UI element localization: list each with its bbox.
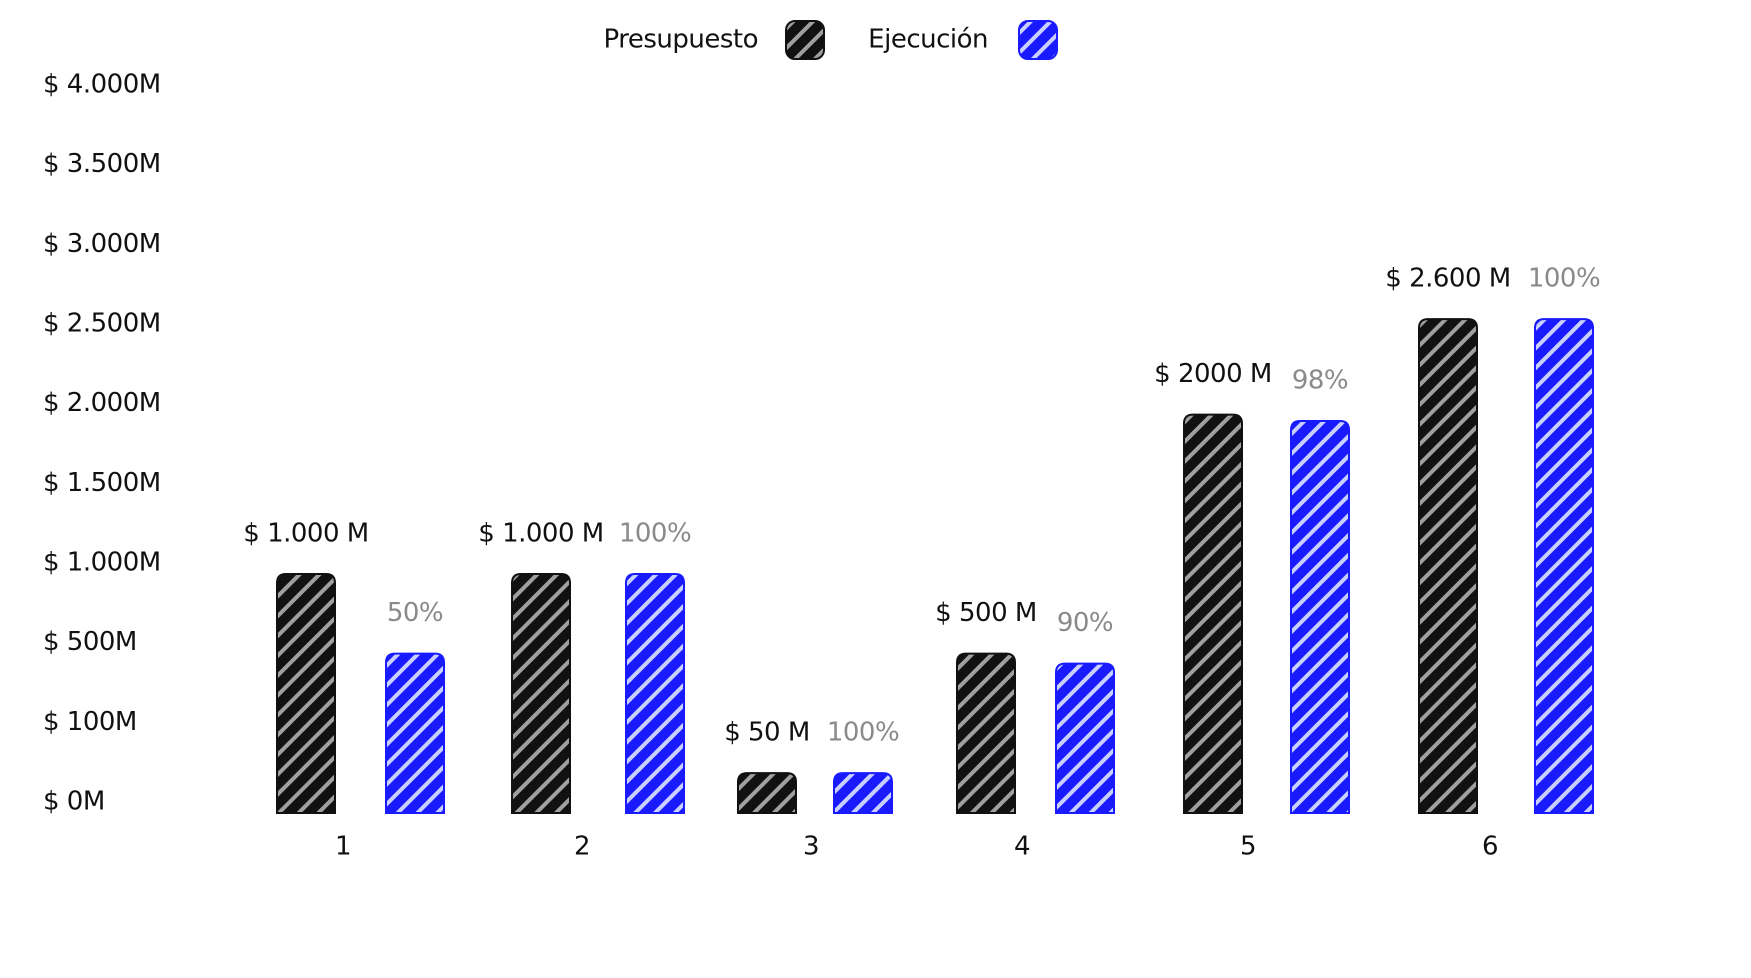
bar <box>737 772 797 814</box>
x-tick-label: 6 <box>1482 832 1498 862</box>
percent-label: 100% <box>619 519 691 549</box>
bar <box>833 772 893 814</box>
bar <box>1290 420 1350 814</box>
legend-swatch <box>1018 20 1058 60</box>
bar <box>625 573 685 814</box>
percent-label: 90% <box>1057 608 1113 638</box>
x-tick-label: 3 <box>803 832 819 862</box>
y-tick-label: $ 4.000M <box>43 70 161 100</box>
percent-label: 98% <box>1292 366 1348 396</box>
x-tick-label: 1 <box>335 832 351 862</box>
y-tick-label: $ 100M <box>43 707 137 737</box>
bar <box>276 573 336 814</box>
y-tick-label: $ 2.000M <box>43 388 161 418</box>
value-label: $ 1.000 M <box>243 519 368 549</box>
percent-label: 100% <box>827 718 899 748</box>
y-tick-label: $ 3.000M <box>43 229 161 259</box>
x-tick-label: 5 <box>1240 832 1256 862</box>
value-label: $ 50 M <box>724 718 810 748</box>
legend-label: Presupuesto <box>604 25 759 55</box>
bar <box>956 652 1016 814</box>
y-tick-label: $ 500M <box>43 627 137 657</box>
bar <box>385 652 445 814</box>
bar <box>1418 318 1478 814</box>
percent-label: 50% <box>387 598 443 628</box>
percent-label: 100% <box>1528 264 1600 294</box>
y-tick-label: $ 2.500M <box>43 309 161 339</box>
value-label: $ 500 M <box>935 598 1037 628</box>
value-label: $ 2.600 M <box>1385 264 1510 294</box>
value-label: $ 1.000 M <box>478 519 603 549</box>
y-tick-label: $ 0M <box>43 787 105 817</box>
y-tick-label: $ 1.500M <box>43 468 161 498</box>
x-tick-label: 2 <box>574 832 590 862</box>
value-label: $ 2000 M <box>1154 359 1272 389</box>
legend-label: Ejecución <box>868 25 988 55</box>
bar <box>1534 318 1594 814</box>
y-tick-label: $ 3.500M <box>43 149 161 179</box>
x-tick-label: 4 <box>1014 832 1030 862</box>
legend-swatch <box>785 20 825 60</box>
bar <box>511 573 571 814</box>
bar <box>1055 662 1115 814</box>
bar <box>1183 413 1243 814</box>
y-tick-label: $ 1.000M <box>43 548 161 578</box>
